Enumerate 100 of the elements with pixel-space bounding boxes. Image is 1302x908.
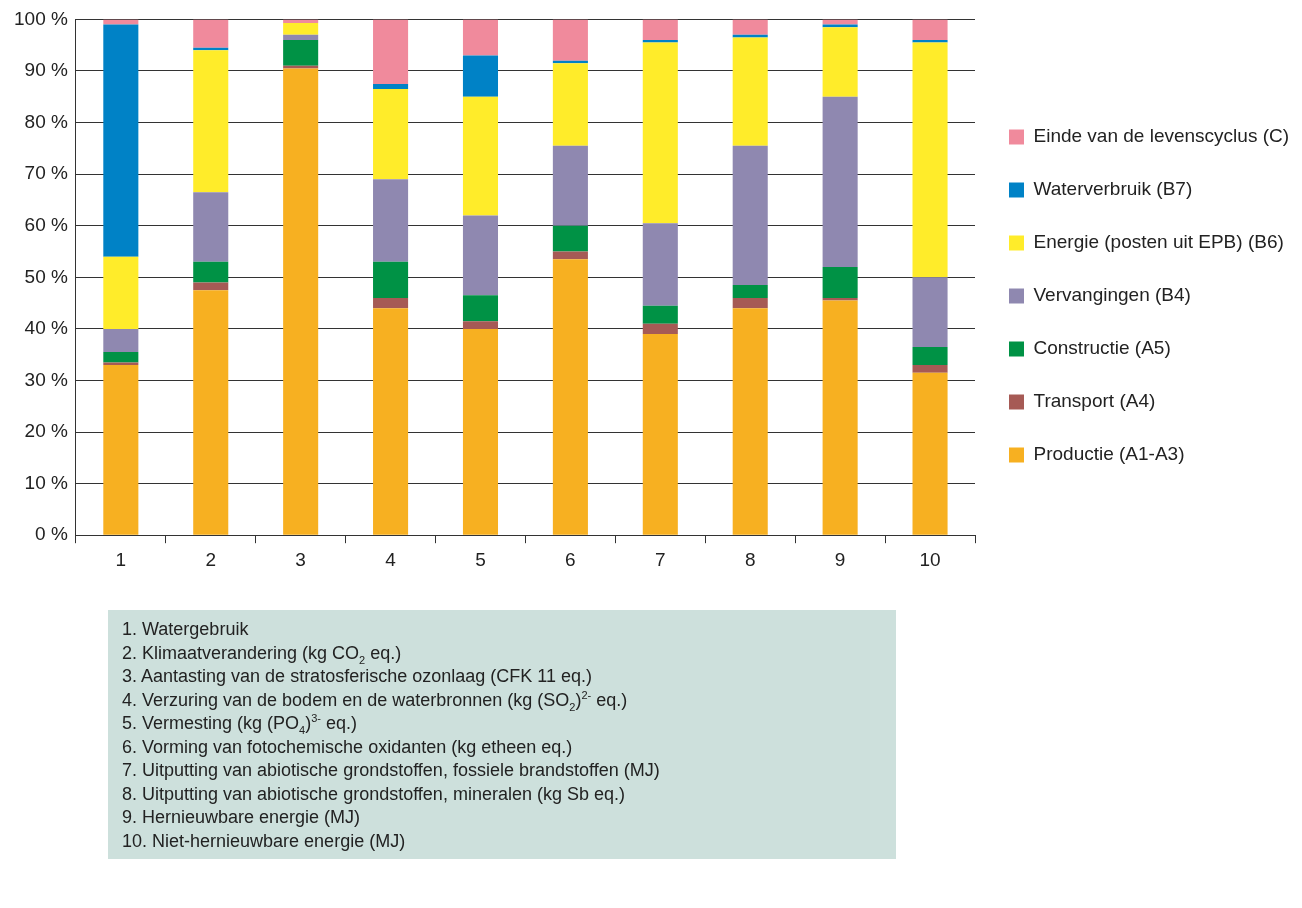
text: 5. Vermesting (kg (PO$_{4}$)$^{3-}$ eq.) bbox=[122, 712, 358, 736]
bar bbox=[912, 40, 948, 43]
y-tick-label: 30 % bbox=[24, 368, 68, 390]
bar bbox=[193, 290, 229, 535]
bar bbox=[642, 42, 678, 224]
bar bbox=[822, 266, 858, 298]
bar bbox=[822, 19, 858, 25]
bar bbox=[552, 19, 588, 61]
bar bbox=[373, 179, 409, 262]
bar bbox=[822, 27, 858, 97]
text: 3. Aantasting van de stratosferische ozonlaag (CFK 11 eq.) bbox=[122, 665, 593, 688]
x-tick-label: 7 bbox=[655, 548, 666, 570]
bar bbox=[103, 256, 139, 329]
bar bbox=[912, 346, 948, 365]
bar bbox=[642, 19, 678, 41]
bar bbox=[373, 19, 409, 84]
bar bbox=[552, 225, 588, 252]
text: 9. Hernieuwbare energie (MJ) bbox=[122, 806, 362, 829]
bar bbox=[283, 68, 319, 535]
bar bbox=[373, 261, 409, 298]
bar bbox=[103, 19, 139, 25]
bar bbox=[822, 96, 858, 267]
bar bbox=[193, 192, 229, 262]
text: 6. Vorming van fotochemische oxidanten (kg etheen eq.) bbox=[122, 735, 574, 759]
bar bbox=[732, 37, 768, 146]
x-tick-label: 4 bbox=[385, 548, 397, 570]
bar bbox=[193, 261, 229, 283]
bar bbox=[912, 42, 948, 278]
x-tick-label: 5 bbox=[475, 548, 486, 570]
bar bbox=[193, 19, 229, 48]
bar bbox=[373, 89, 409, 180]
bar bbox=[912, 372, 948, 535]
bar bbox=[552, 63, 588, 146]
bar bbox=[732, 297, 768, 309]
bar bbox=[103, 24, 139, 257]
bar bbox=[193, 50, 229, 193]
legend-label: Energie (posten uit EPB) (B6) bbox=[1033, 231, 1284, 253]
bar bbox=[462, 328, 499, 535]
bar bbox=[642, 334, 678, 535]
bar bbox=[373, 297, 409, 309]
bar bbox=[462, 295, 499, 322]
legend-label: Einde van de levenscyclus (C) bbox=[1033, 125, 1290, 147]
bar bbox=[912, 277, 948, 347]
y-tick-label: 80 % bbox=[24, 110, 68, 132]
x-tick-label: 9 bbox=[834, 548, 846, 570]
bar bbox=[732, 145, 768, 286]
bar bbox=[732, 285, 768, 298]
legend-label: Transport (A4) bbox=[1033, 390, 1156, 412]
bar bbox=[103, 328, 139, 353]
bar bbox=[642, 40, 678, 43]
bar bbox=[103, 362, 139, 365]
bar bbox=[103, 364, 139, 535]
bar bbox=[642, 305, 678, 324]
x-tick-label: 6 bbox=[565, 548, 576, 570]
bar bbox=[283, 23, 319, 35]
bar bbox=[822, 297, 858, 301]
bar bbox=[642, 223, 678, 306]
bar bbox=[193, 282, 229, 291]
x-tick-label: 1 bbox=[115, 548, 127, 570]
bar bbox=[462, 55, 499, 97]
bar bbox=[283, 40, 319, 66]
bar bbox=[373, 308, 409, 535]
bar bbox=[552, 145, 588, 226]
bar bbox=[732, 19, 768, 35]
legend-label: Waterverbruik (B7) bbox=[1033, 178, 1193, 200]
bar bbox=[912, 19, 948, 41]
x-tick-label: 3 bbox=[295, 548, 306, 570]
bar bbox=[373, 83, 409, 90]
y-tick-label: 60 % bbox=[24, 213, 68, 235]
text: 7. Uitputting van abiotische grondstoffen, fossiele brandstoffen (MJ) bbox=[122, 759, 661, 782]
bar bbox=[283, 34, 319, 41]
y-tick-label: 50 % bbox=[24, 265, 68, 287]
y-tick-label: 20 % bbox=[24, 420, 68, 442]
bar bbox=[462, 19, 499, 56]
bar bbox=[552, 251, 588, 260]
bar bbox=[822, 300, 858, 535]
legend-label: Vervangingen (B4) bbox=[1033, 284, 1191, 306]
x-tick-label: 10 bbox=[919, 548, 941, 570]
y-tick-label: 40 % bbox=[24, 317, 68, 339]
bar bbox=[462, 215, 499, 296]
bar bbox=[912, 364, 948, 373]
y-tick-label: 100 % bbox=[14, 7, 68, 29]
y-tick-label: 70 % bbox=[24, 162, 68, 184]
text: 1. Watergebruik bbox=[122, 618, 250, 641]
bar bbox=[462, 96, 499, 216]
bar bbox=[103, 352, 139, 363]
bar bbox=[732, 308, 768, 535]
bar bbox=[462, 321, 499, 329]
y-tick-label: 0 % bbox=[35, 523, 68, 545]
text: 4. Verzuring van de bodem en de waterbronnen (kg (SO$_{2}$)$^{2-}$ eq.) bbox=[122, 688, 629, 713]
x-tick-label: 8 bbox=[744, 548, 756, 570]
bar bbox=[642, 323, 678, 335]
bar bbox=[552, 259, 588, 535]
text: 8. Uitputting van abiotische grondstoffen, mineralen (kg Sb eq.) bbox=[122, 782, 626, 806]
x-tick-label: 2 bbox=[205, 548, 217, 570]
legend-label: Constructie (A5) bbox=[1033, 337, 1171, 359]
y-tick-label: 10 % bbox=[24, 471, 68, 493]
y-tick-label: 90 % bbox=[24, 59, 68, 81]
text: 2. Klimaatverandering (kg CO$_{2}$ eq.) bbox=[122, 641, 403, 666]
text: 10. Niet-hernieuwbare energie (MJ) bbox=[122, 829, 407, 853]
